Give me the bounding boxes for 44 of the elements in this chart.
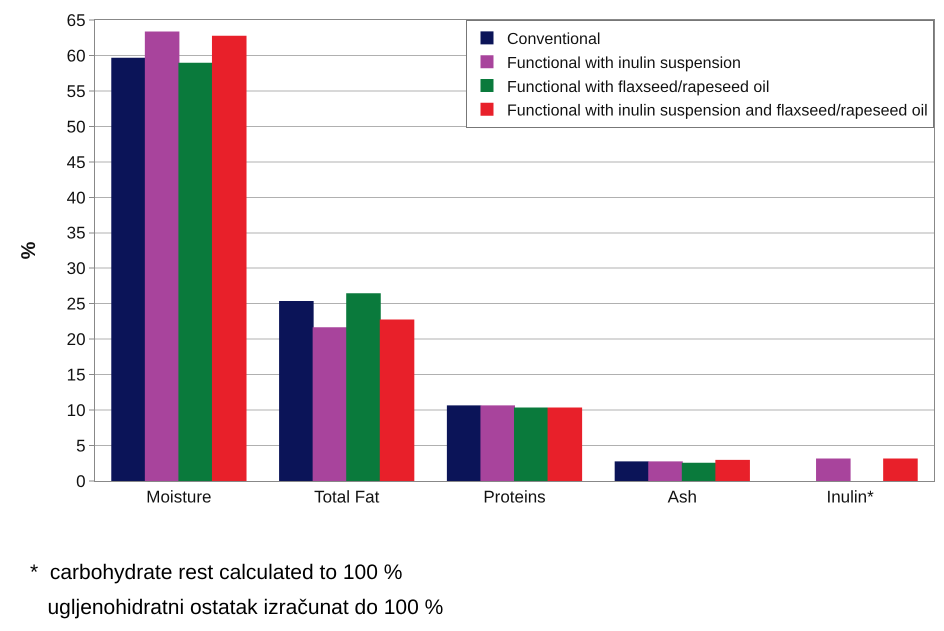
bar bbox=[111, 58, 146, 481]
bar bbox=[548, 407, 582, 481]
bar bbox=[715, 460, 750, 481]
bar bbox=[346, 293, 381, 481]
bar bbox=[648, 461, 683, 481]
y-tick-label: 50 bbox=[66, 117, 86, 136]
bar bbox=[446, 405, 482, 481]
legend-label: Functional with inulin suspension and flaxseed/rapeseed oil bbox=[507, 102, 928, 120]
y-tick-label: 20 bbox=[66, 330, 86, 350]
bar bbox=[380, 320, 414, 481]
x-tick-label: Total Fat bbox=[314, 487, 380, 506]
bar bbox=[614, 461, 650, 481]
y-tick-label: 5 bbox=[76, 436, 86, 456]
y-tick-label: 40 bbox=[66, 188, 86, 208]
y-tick-label: 25 bbox=[66, 294, 86, 314]
y-tick-label: 60 bbox=[66, 46, 86, 66]
y-axis-title: % bbox=[18, 241, 40, 260]
y-tick-label: 0 bbox=[76, 472, 86, 491]
y-tick-label: 35 bbox=[66, 224, 86, 243]
text: ugljenohidratni ostatak izračunat do 100 % bbox=[30, 596, 444, 619]
x-tick-label: Proteins bbox=[483, 487, 546, 506]
bar bbox=[514, 407, 549, 481]
y-tick-label: 15 bbox=[66, 366, 86, 385]
bar bbox=[144, 32, 180, 481]
text: * carbohydrate rest calculated to 100 % bbox=[30, 561, 402, 584]
y-tick-label: 65 bbox=[66, 10, 86, 30]
bar bbox=[312, 327, 348, 481]
bar bbox=[682, 462, 716, 481]
bar bbox=[480, 405, 515, 481]
bar bbox=[212, 36, 247, 481]
legend-label: Functional with inulin suspension bbox=[507, 54, 741, 72]
bar bbox=[178, 62, 213, 481]
y-tick-label: 45 bbox=[66, 152, 86, 172]
y-tick-label: 55 bbox=[66, 82, 86, 101]
x-tick-label: Moisture bbox=[146, 487, 212, 506]
y-tick-label: 10 bbox=[66, 401, 86, 420]
bar bbox=[883, 458, 918, 481]
y-tick-label: 30 bbox=[66, 259, 86, 278]
bar bbox=[816, 458, 851, 481]
legend-label: Conventional bbox=[507, 31, 600, 48]
legend-label: Functional with flaxseed/rapeseed oil bbox=[507, 78, 770, 96]
x-tick-label: Ash bbox=[668, 487, 697, 506]
x-tick-label: Inulin* bbox=[826, 487, 874, 506]
bar bbox=[279, 301, 314, 481]
